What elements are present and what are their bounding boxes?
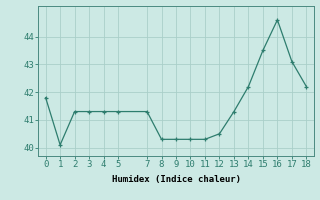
X-axis label: Humidex (Indice chaleur): Humidex (Indice chaleur) <box>111 175 241 184</box>
